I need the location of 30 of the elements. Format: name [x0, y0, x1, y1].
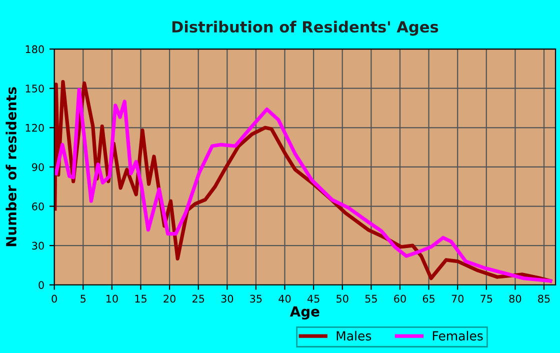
y-tick-label: 180: [26, 45, 44, 54]
chart-title: Distribution of Residents' Ages: [172, 20, 438, 36]
x-axis-title: Age: [290, 306, 320, 320]
x-tick-label: 60: [394, 294, 406, 303]
x-tick-label: 25: [192, 294, 204, 303]
y-axis-title: Number of residents: [6, 87, 16, 246]
x-tick-label: 20: [164, 294, 176, 303]
x-tick-label: 75: [480, 294, 492, 303]
x-tick-label: 50: [336, 294, 348, 303]
y-tick-label: 120: [26, 124, 44, 132]
y-tick-label: 150: [26, 84, 44, 92]
x-tick-label: 15: [135, 294, 146, 303]
x-tick-label: 65: [422, 294, 434, 303]
x-tick-label: 10: [106, 294, 118, 303]
x-tick-label: 35: [250, 294, 262, 303]
legend-label: Males: [336, 330, 372, 341]
y-tick-label: 90: [32, 163, 44, 172]
x-tick-label: 45: [307, 294, 320, 303]
x-tick-label: 0: [52, 294, 57, 303]
legend-label: Females: [432, 330, 483, 341]
x-tick-label: 55: [365, 294, 377, 303]
y-tick-label: 30: [32, 242, 44, 250]
x-tick-label: 70: [452, 294, 464, 303]
y-tick-label: 0: [38, 281, 44, 289]
y-tick-label: 60: [32, 202, 44, 210]
x-tick-label: 40: [278, 294, 291, 303]
x-tick-label: 85: [538, 294, 550, 303]
x-tick-label: 30: [221, 294, 234, 303]
x-tick-label: 5: [80, 294, 86, 303]
x-tick-label: 80: [509, 294, 522, 303]
